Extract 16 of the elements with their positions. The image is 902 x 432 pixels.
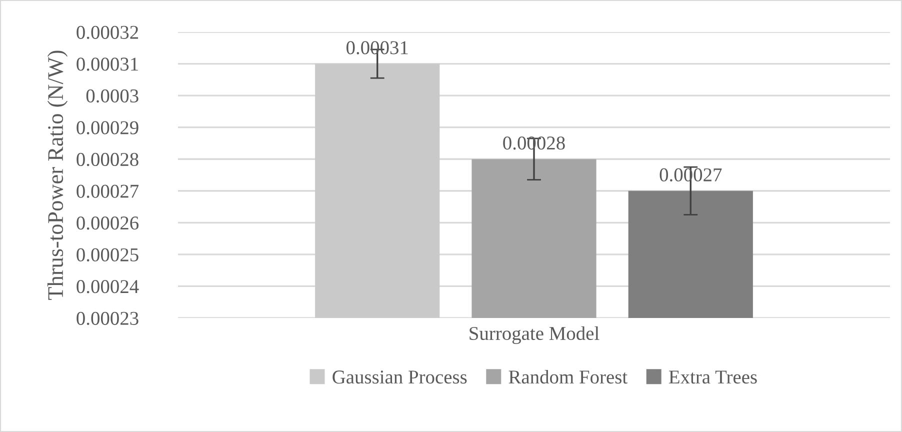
y-tick-label: 0.00032 — [76, 26, 138, 40]
legend-label: Random Forest — [508, 370, 628, 384]
y-tick-label: 0.00024 — [76, 280, 139, 294]
y-tick-label: 0.00023 — [76, 312, 138, 326]
x-axis-title: Surrogate Model — [470, 326, 600, 344]
y-tick-label: 0.00027 — [76, 184, 139, 198]
y-tick-label: 0.00028 — [76, 152, 138, 166]
y-tick-label: 0.00025 — [76, 248, 138, 262]
y-tick-label: 0.00029 — [76, 121, 138, 134]
y-tick-label: 0.0003 — [86, 89, 138, 103]
y-axis-title: Thrus-toPower Ratio (N/W) — [47, 50, 68, 300]
y-tick-label: 0.00031 — [76, 58, 138, 71]
y-tick-label: 0.00026 — [76, 216, 139, 230]
legend-label: Extra Trees — [668, 370, 757, 384]
data-label: 0.00031 — [346, 41, 408, 54]
legend-label: Gaussian Process — [332, 370, 467, 384]
